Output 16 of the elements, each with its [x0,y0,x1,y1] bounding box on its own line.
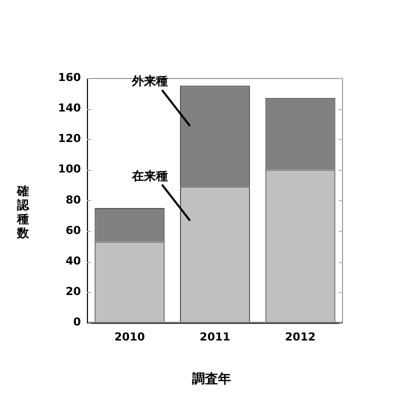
y-tick-label: 60 [66,224,82,237]
y-tick-label: 100 [58,162,82,176]
x-tick-label: 2012 [285,330,316,344]
x-axis-title: 調査年 [191,370,232,388]
y-tick-label: 0 [73,316,82,329]
y-tick-label: 20 [66,285,82,298]
y-axis-title: 確認種数 [16,184,30,240]
y-tick-label: 140 [58,101,82,114]
y-tick-label: 120 [58,132,82,146]
x-tick-label: 2011 [200,330,230,344]
y-tick-label: 80 [66,193,82,206]
y-tick-label: 160 [58,70,82,84]
series-label: 外来種 [130,74,168,88]
x-tick-label: 2010 [114,330,146,344]
y-tick-label: 40 [66,254,82,268]
series-label: 在来種 [130,168,168,183]
